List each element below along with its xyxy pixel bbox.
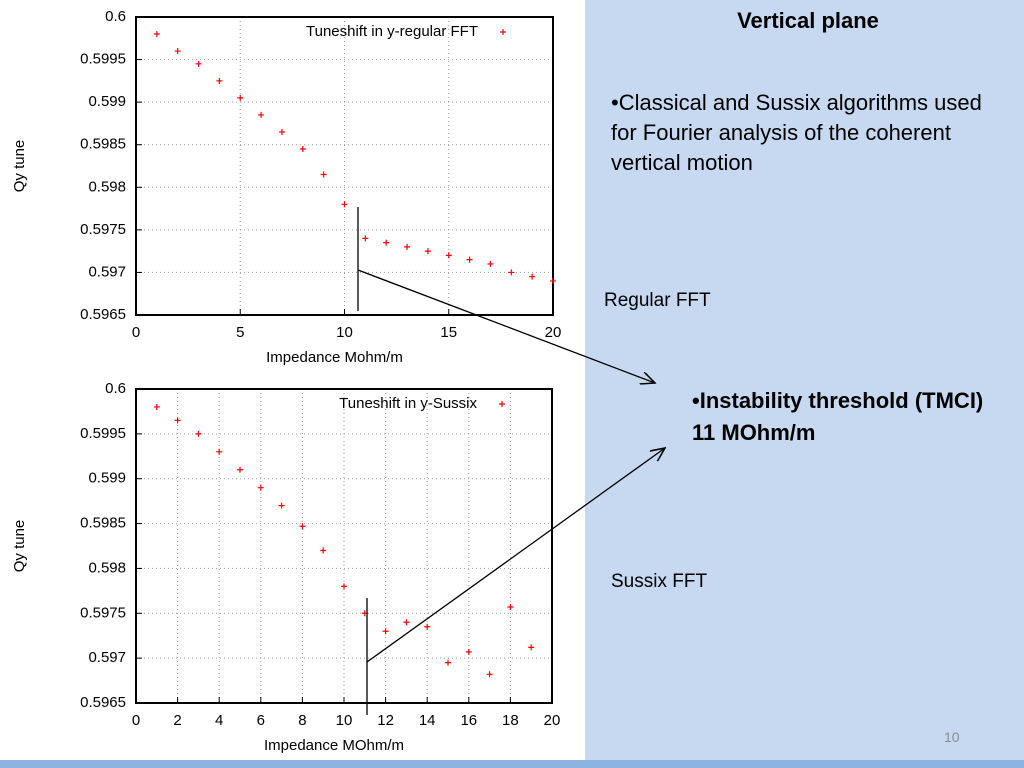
x-tick-label: 12 <box>377 712 394 729</box>
point <box>341 201 348 208</box>
y-tick-label: 0.5995 <box>80 51 126 68</box>
point <box>465 648 472 655</box>
label: Sussix FFT <box>611 571 708 592</box>
threshold: 11 MOhm/m <box>692 420 816 445</box>
x-tick-label: 10 <box>336 712 353 729</box>
arrow <box>357 269 655 383</box>
bullet: •Classical and Sussix algorithms used fo… <box>611 90 982 175</box>
y-tick-label: 0.6 <box>105 380 126 397</box>
point <box>383 239 390 246</box>
point <box>341 583 347 590</box>
point <box>529 273 536 280</box>
point <box>528 644 535 651</box>
y-tick-label: 0.5975 <box>80 221 126 238</box>
y-tick-label: 0.598 <box>88 178 126 195</box>
x-tick-label: 4 <box>215 712 223 729</box>
x-tick-label: 20 <box>545 324 562 341</box>
slide-title: Vertical plane <box>737 8 879 33</box>
plot-frame <box>135 16 554 316</box>
point <box>424 248 431 255</box>
point <box>174 48 181 55</box>
x-tick-label: 20 <box>544 712 561 729</box>
y-tick-label: 0.599 <box>88 470 126 487</box>
point <box>424 623 431 630</box>
arrow <box>366 448 665 663</box>
point <box>237 94 244 101</box>
point <box>237 466 243 473</box>
point <box>153 31 160 38</box>
y-tick-label: 0.599 <box>88 93 126 110</box>
x-tick-label: 0 <box>132 324 140 341</box>
point <box>404 243 411 250</box>
point <box>320 171 327 178</box>
page-number: 10 <box>944 729 960 745</box>
footer-strip <box>0 760 1024 768</box>
x-tick-label: 10 <box>336 324 353 341</box>
x-tick-label: 18 <box>502 712 519 729</box>
x-tick-label: 8 <box>298 712 306 729</box>
x-axis-label: Impedance Mohm/m <box>266 349 403 366</box>
y-tick-label: 0.5995 <box>80 425 126 442</box>
point <box>278 128 285 135</box>
point <box>299 145 306 152</box>
x-tick-label: 15 <box>440 324 457 341</box>
point <box>550 277 556 284</box>
point <box>382 628 389 635</box>
legend-label: Tuneshift in y-regular FFT <box>306 23 478 40</box>
y-axis-label: Qy tune <box>11 140 28 193</box>
y-tick-label: 0.5985 <box>80 136 126 153</box>
point <box>486 671 493 678</box>
point <box>362 235 369 242</box>
point <box>153 403 160 410</box>
point <box>299 523 306 530</box>
point <box>216 77 223 84</box>
chart-panel <box>0 0 585 760</box>
legend-marker <box>499 401 505 407</box>
point <box>507 604 514 611</box>
label: Regular FFT <box>604 290 711 311</box>
point <box>487 260 494 267</box>
x-tick-label: 16 <box>460 712 477 729</box>
y-tick-label: 0.5965 <box>80 694 126 711</box>
legend-marker <box>500 29 506 35</box>
threshold: •Instability threshold (TMCI) <box>692 388 984 413</box>
x-tick-label: 14 <box>419 712 436 729</box>
x-tick-label: 0 <box>132 712 140 729</box>
point <box>508 269 515 276</box>
y-tick-label: 0.598 <box>88 559 126 576</box>
x-tick-label: 6 <box>257 712 265 729</box>
y-tick-label: 0.6 <box>105 8 126 25</box>
x-axis-label: Impedance MOhm/m <box>264 737 404 754</box>
point <box>278 502 285 509</box>
y-tick-label: 0.5965 <box>80 306 126 323</box>
y-tick-label: 0.5975 <box>80 604 126 621</box>
point <box>258 111 265 118</box>
y-axis-label: Qy tune <box>11 520 28 573</box>
point <box>320 547 327 554</box>
point <box>195 60 202 67</box>
legend-label: Tuneshift in y-Sussix <box>339 395 477 412</box>
point <box>174 417 181 424</box>
y-tick-label: 0.597 <box>88 263 126 280</box>
x-tick-label: 2 <box>173 712 181 729</box>
y-tick-label: 0.597 <box>88 649 126 666</box>
point <box>466 256 473 263</box>
point <box>403 619 410 626</box>
point <box>445 252 452 259</box>
point <box>257 484 264 491</box>
point <box>216 448 223 455</box>
point <box>195 430 202 437</box>
plot-frame <box>135 388 553 704</box>
x-tick-label: 5 <box>236 324 244 341</box>
point <box>445 659 451 666</box>
y-tick-label: 0.5985 <box>80 515 126 532</box>
